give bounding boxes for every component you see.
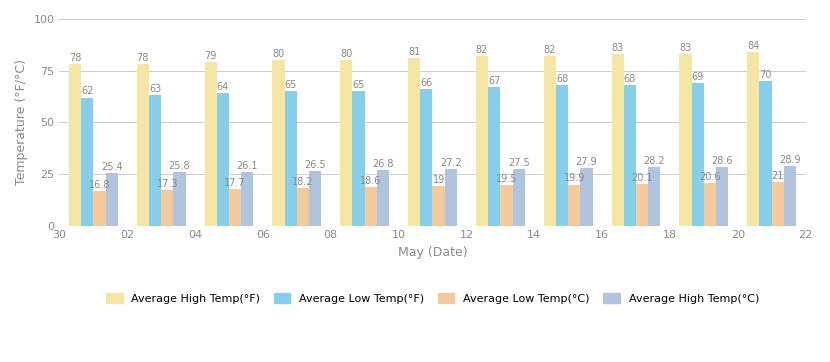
Bar [93, 191, 105, 226]
Text: 18.2: 18.2 [292, 177, 314, 187]
Text: 70: 70 [759, 70, 772, 80]
Text: 65: 65 [285, 80, 297, 90]
Bar [636, 184, 648, 226]
Bar [544, 56, 556, 226]
Bar [432, 186, 445, 226]
Bar [759, 81, 772, 226]
Bar [580, 168, 593, 226]
Bar [772, 182, 784, 226]
Text: 19: 19 [432, 175, 445, 185]
Text: 80: 80 [340, 49, 353, 59]
Text: 19.5: 19.5 [496, 174, 517, 184]
Text: 25.8: 25.8 [168, 161, 190, 171]
Bar [624, 85, 636, 226]
Legend: Average High Temp(°F), Average Low Temp(°F), Average Low Temp(°C), Average High : Average High Temp(°F), Average Low Temp(… [101, 289, 764, 309]
Bar [680, 54, 691, 226]
Text: 83: 83 [612, 43, 624, 53]
Bar [364, 187, 377, 226]
Bar [691, 83, 704, 226]
Bar [105, 173, 118, 226]
Text: 79: 79 [204, 51, 217, 62]
Bar [377, 170, 389, 226]
Text: 78: 78 [69, 54, 81, 63]
Text: 28.9: 28.9 [779, 155, 801, 165]
Bar [242, 172, 253, 226]
Bar [445, 169, 457, 226]
Text: 68: 68 [624, 74, 636, 84]
Text: 20.1: 20.1 [632, 173, 653, 183]
Text: 84: 84 [747, 41, 759, 51]
Text: 17.7: 17.7 [224, 178, 246, 188]
Text: 81: 81 [408, 47, 420, 57]
Bar [784, 166, 796, 226]
X-axis label: May (Date): May (Date) [398, 246, 467, 259]
Text: 27.2: 27.2 [440, 159, 461, 168]
Bar [69, 64, 81, 226]
Text: 78: 78 [137, 54, 149, 63]
Bar [420, 89, 432, 226]
Text: 68: 68 [556, 74, 569, 84]
Text: 83: 83 [680, 43, 691, 53]
Bar [716, 167, 728, 226]
Text: 26.5: 26.5 [305, 160, 326, 170]
Text: 82: 82 [476, 45, 488, 55]
Bar [704, 183, 716, 226]
Text: 28.6: 28.6 [711, 156, 733, 165]
Text: 69: 69 [691, 72, 704, 82]
Bar [488, 87, 500, 226]
Text: 26.8: 26.8 [372, 159, 393, 169]
Bar [137, 64, 149, 226]
Text: 62: 62 [81, 87, 94, 97]
Text: 64: 64 [217, 82, 229, 92]
Bar [569, 185, 580, 226]
Bar [149, 96, 161, 226]
Bar [340, 60, 353, 226]
Text: 27.9: 27.9 [576, 157, 598, 167]
Text: 67: 67 [488, 76, 500, 86]
Bar [173, 172, 186, 226]
Bar [272, 60, 285, 226]
Bar [297, 188, 309, 226]
Bar [513, 169, 525, 226]
Bar [229, 189, 242, 226]
Bar [204, 62, 217, 226]
Text: 63: 63 [149, 84, 161, 94]
Bar [747, 52, 759, 226]
Bar [612, 54, 624, 226]
Bar [309, 171, 321, 226]
Text: 16.8: 16.8 [89, 180, 110, 190]
Text: 66: 66 [420, 78, 432, 88]
Bar [556, 85, 569, 226]
Bar [81, 97, 93, 226]
Text: 26.1: 26.1 [237, 161, 258, 171]
Text: 19.9: 19.9 [564, 173, 585, 184]
Bar [217, 93, 229, 226]
Text: 80: 80 [272, 49, 285, 59]
Text: 27.5: 27.5 [508, 158, 530, 168]
Bar [161, 190, 173, 226]
Bar [285, 91, 297, 226]
Y-axis label: Temperature (°F/°C): Temperature (°F/°C) [15, 59, 28, 185]
Text: 20.6: 20.6 [699, 172, 720, 182]
Text: 65: 65 [353, 80, 364, 90]
Text: 21: 21 [772, 171, 784, 181]
Text: 18.6: 18.6 [360, 176, 382, 186]
Bar [648, 167, 661, 226]
Text: 25.4: 25.4 [100, 162, 123, 172]
Text: 17.3: 17.3 [157, 179, 178, 189]
Bar [353, 91, 364, 226]
Bar [500, 185, 513, 226]
Bar [476, 56, 488, 226]
Bar [408, 58, 420, 226]
Text: 28.2: 28.2 [643, 156, 665, 166]
Text: 82: 82 [544, 45, 556, 55]
